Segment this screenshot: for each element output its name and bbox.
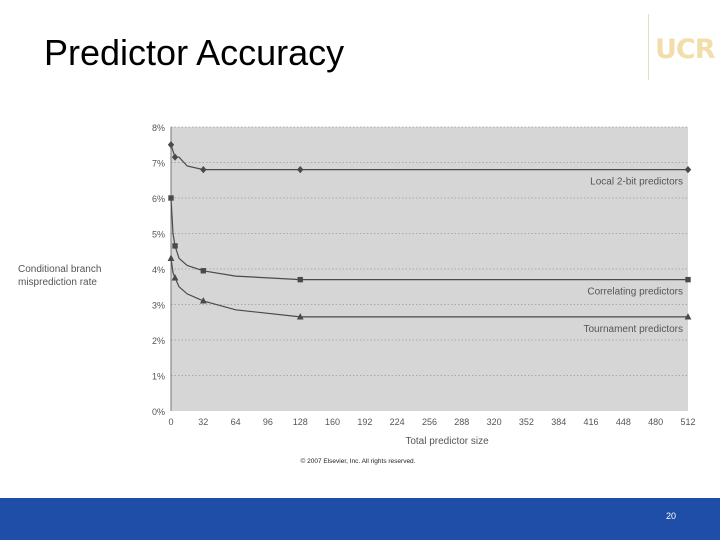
x-tick-label: 480 [648,417,663,427]
y-tick-label: 5% [152,230,165,240]
x-tick-label: 512 [680,417,695,427]
series-marker-triangle [171,274,179,281]
x-tick-label: 96 [263,417,273,427]
x-tick-label: 320 [487,417,502,427]
series-marker-square [685,276,691,283]
series-line-triangle [170,258,688,318]
series-marker-diamond [200,166,207,174]
series-labels: Local 2-bit predictors Correlating predic… [584,177,684,335]
ucr-logo-text: UCR [655,34,716,65]
grid-lines [171,126,688,376]
ucr-logo: UCR [648,14,716,80]
series-marker-triangle [684,313,692,320]
series-line-square [170,197,688,281]
y-axis-label-line1: Conditional branch [18,264,101,275]
x-tick-label: 192 [357,417,372,427]
y-tick-label: 1% [152,372,165,382]
x-tick-label: 224 [390,417,405,427]
slide-title: Predictor Accuracy [44,32,345,73]
series-marker-square [297,276,303,283]
y-tick-label: 8% [152,123,165,133]
series-marker-square [200,268,207,274]
x-tick-label: 160 [325,417,340,427]
footer-bar: 20 [0,498,720,540]
series-marker-square [172,243,178,249]
series-marker-diamond [684,166,692,174]
accuracy-chart: 0% 1% 2% 3% 4% 5% 6% 7% 8% 0 32 64 96 128 160 192 224 25… [18,123,696,465]
x-axis-label: Total predictor size [405,436,489,447]
x-tick-label: 416 [584,417,599,427]
x-tick-label: 128 [293,417,308,427]
series-markers [167,141,692,320]
series-marker-triangle [296,313,304,320]
page-number: 20 [665,511,676,521]
series-marker-diamond [171,153,179,161]
x-tick-label: 64 [231,417,241,427]
x-tick-label: 384 [551,417,566,427]
series-marker-triangle [199,297,207,304]
series-marker-square [168,195,174,201]
y-tick-label: 7% [152,159,165,169]
x-tick-labels: 0 32 64 96 128 160 192 224 256 288 320 352 384 416 448… [168,417,695,427]
series-marker-diamond [297,166,304,174]
x-tick-label: 256 [422,417,437,427]
y-tick-label: 4% [152,265,165,275]
series-marker-diamond [167,141,175,149]
copyright-note: © 2007 Elsevier, Inc. All rights reserve… [301,457,416,465]
y-tick-labels: 0% 1% 2% 3% 4% 5% 6% 7% 8% [152,123,165,417]
x-tick-label: 32 [198,417,208,427]
y-tick-label: 0% [152,407,165,417]
series-label: Tournament predictors [584,324,684,335]
x-tick-label: 352 [519,417,534,427]
series-label: Correlating predictors [587,287,683,298]
y-axis-label-line2: misprediction rate [18,277,97,288]
y-tick-label: 3% [152,301,165,311]
series-label: Local 2-bit predictors [590,177,683,188]
y-tick-label: 6% [152,194,165,204]
x-tick-label: 0 [168,417,173,427]
x-tick-label: 288 [454,417,469,427]
series-marker-triangle [167,254,175,261]
y-tick-label: 2% [152,336,165,346]
x-tick-label: 448 [616,417,631,427]
